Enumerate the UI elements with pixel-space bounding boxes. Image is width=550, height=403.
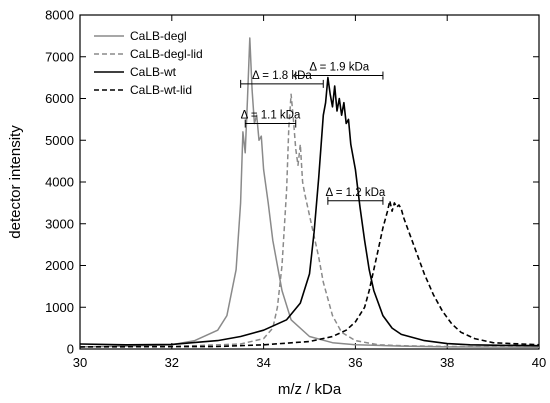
delta-label: Δ = 1.9 kDa bbox=[309, 62, 369, 74]
x-tick-label: 30 bbox=[73, 355, 87, 370]
y-tick-label: 5000 bbox=[45, 133, 74, 148]
y-tick-label: 4000 bbox=[45, 175, 74, 190]
x-tick-label: 38 bbox=[440, 355, 454, 370]
legend-label: CaLB-wt-lid bbox=[130, 83, 192, 97]
x-tick-label: 32 bbox=[165, 355, 179, 370]
series-line-calb-wt bbox=[79, 76, 540, 347]
legend: CaLB-degl CaLB-degl-lid CaLB-wt CaLB-wt-lid bbox=[94, 29, 203, 97]
x-axis-title: m/z / kDa bbox=[278, 381, 342, 398]
y-tick-label: 7000 bbox=[45, 49, 74, 64]
y-tick-label: 0 bbox=[67, 342, 74, 357]
legend-label: CaLB-degl bbox=[130, 29, 187, 43]
series-line-calb-wt-lid bbox=[79, 200, 540, 348]
x-tick-label: 34 bbox=[256, 355, 270, 370]
legend-label: CaLB-wt bbox=[130, 65, 177, 79]
delta-label: Δ = 1.2 kDa bbox=[326, 187, 386, 199]
y-tick-label: 6000 bbox=[45, 91, 74, 106]
y-axis-title: detector intensity bbox=[7, 125, 24, 239]
y-tick-label: 8000 bbox=[45, 8, 74, 23]
legend-label: CaLB-degl-lid bbox=[130, 47, 203, 61]
ticks-layer: 30 32 34 36 38 40 0 1000 2000 3000 4000 5000 6000 700… bbox=[45, 8, 546, 371]
x-tick-label: 36 bbox=[348, 355, 362, 370]
x-tick-label: 40 bbox=[532, 355, 546, 370]
y-tick-label: 3000 bbox=[45, 216, 74, 231]
series-layer bbox=[79, 37, 540, 349]
y-tick-label: 2000 bbox=[45, 258, 74, 273]
delta-label: Δ = 1.8 kDa bbox=[252, 70, 312, 82]
delta-label: Δ = 1.1 kDa bbox=[241, 110, 301, 122]
y-tick-label: 1000 bbox=[45, 300, 74, 315]
series-line-calb-degl-lid bbox=[79, 93, 540, 348]
